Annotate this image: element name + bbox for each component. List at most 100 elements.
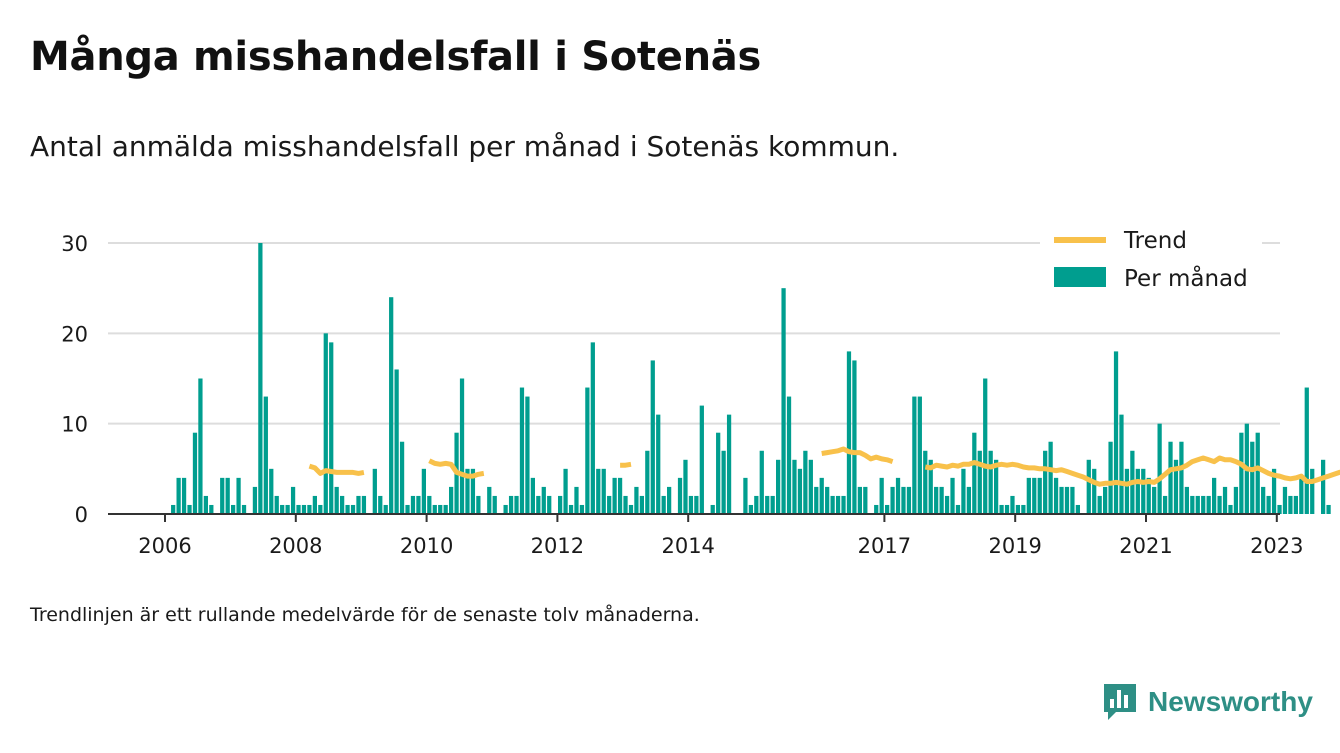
bar: [879, 477, 884, 514]
x-tick-label: 2012: [531, 534, 584, 558]
bar: [519, 387, 525, 514]
bar: [601, 468, 606, 514]
bar: [1222, 486, 1228, 514]
bar: [323, 333, 328, 514]
bar: [835, 495, 841, 514]
y-axis-tick-labels: 0 10 20 30: [61, 232, 88, 527]
trend-line-segment: [620, 461, 632, 468]
bar: [345, 504, 350, 514]
bar: [699, 405, 704, 514]
bar: [547, 495, 552, 514]
bar: [269, 468, 274, 514]
bar: [759, 450, 764, 514]
bar: [808, 459, 813, 514]
monthly-bars: [171, 243, 1331, 514]
bar: [1053, 477, 1059, 514]
bar: [955, 504, 961, 514]
bar: [1075, 504, 1080, 514]
brand-logo: Newsworthy: [1102, 682, 1313, 722]
x-tick-label: 2023: [1250, 534, 1303, 558]
bar: [1157, 423, 1162, 514]
bar: [1004, 504, 1010, 514]
bar: [465, 468, 470, 514]
bar: [814, 486, 819, 514]
bar: [459, 378, 465, 514]
bar: [1010, 495, 1015, 514]
legend-bar-swatch: [1054, 267, 1106, 287]
bar: [394, 369, 399, 514]
bar: [399, 441, 405, 514]
bar: [944, 495, 950, 514]
bar: [961, 468, 966, 514]
bar: [1321, 459, 1326, 514]
bar: [607, 495, 612, 514]
bar: [1152, 486, 1157, 514]
bar: [410, 495, 416, 514]
bar: [1299, 477, 1304, 514]
bar: [563, 468, 568, 514]
bar: [596, 468, 601, 514]
bar: [1179, 441, 1184, 514]
bar: [972, 432, 977, 514]
bar: [667, 486, 672, 514]
bar: [405, 504, 410, 514]
bar: [590, 342, 595, 514]
bar: [350, 504, 356, 514]
trend-lines: [308, 446, 1340, 487]
bar: [939, 486, 944, 514]
bar: [754, 495, 759, 514]
bar: [846, 351, 852, 514]
bar: [1184, 486, 1189, 514]
bar: [797, 468, 803, 514]
chart-area: 0 10 20 30 2006 2008 2010 2012 2014 2017 2019 2021…: [61, 226, 1340, 558]
bar: [503, 504, 508, 514]
bar: [1070, 486, 1075, 514]
bar: [1162, 495, 1168, 514]
bar: [340, 495, 345, 514]
bar: [574, 486, 579, 514]
bar: [1092, 468, 1097, 514]
bar: [726, 414, 732, 514]
bar: [225, 477, 230, 514]
bar: [694, 495, 699, 514]
bar: [1124, 468, 1130, 514]
bar: [1043, 450, 1048, 514]
bar: [803, 450, 808, 514]
bar: [825, 486, 830, 514]
bar: [274, 495, 279, 514]
bar: [683, 459, 688, 514]
bar: [656, 414, 661, 514]
bar: [628, 504, 634, 514]
x-tick-label: 2010: [400, 534, 453, 558]
trend-line-segment: [821, 446, 894, 464]
x-tick-label: 2019: [988, 534, 1041, 558]
bar: [1201, 495, 1206, 514]
bar: [1239, 432, 1244, 514]
bar: [312, 495, 317, 514]
bar: [1086, 459, 1091, 514]
bar: [198, 378, 203, 514]
bar: [192, 432, 198, 514]
bar: [650, 360, 655, 514]
bar: [743, 477, 748, 514]
bar: [1195, 495, 1200, 514]
x-axis-ticks: 2006200820102012201420172019202120232025: [138, 514, 1304, 558]
bar: [988, 450, 993, 514]
bar: [1326, 504, 1331, 514]
bar: [421, 468, 426, 514]
bar: [438, 504, 443, 514]
bar: [449, 486, 454, 514]
bar: [1304, 387, 1309, 514]
bar: [1113, 351, 1119, 514]
bar: [525, 396, 530, 514]
bar: [885, 504, 890, 514]
bar: [612, 477, 617, 514]
bar: [748, 504, 753, 514]
bar: [558, 495, 563, 514]
bar: [623, 495, 628, 514]
bar: [1026, 477, 1031, 514]
bar: [917, 396, 922, 514]
bar: [890, 486, 895, 514]
bar: [1206, 495, 1211, 514]
bar: [329, 342, 334, 514]
